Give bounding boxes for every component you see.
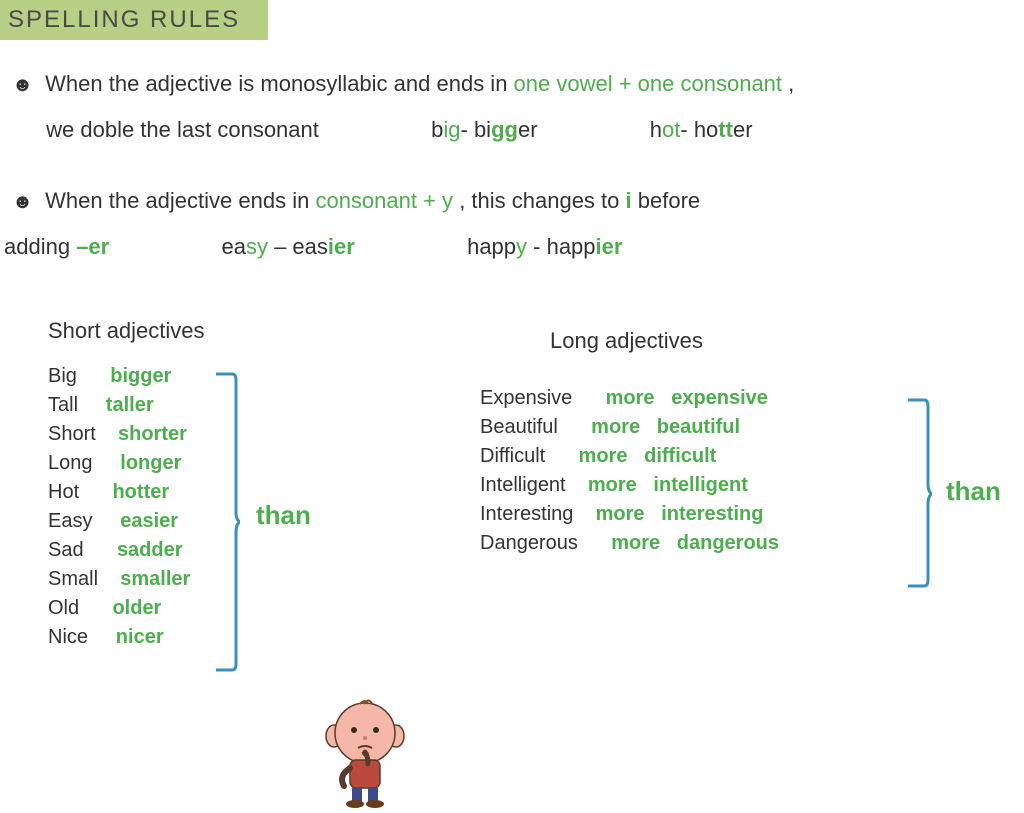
rule-1-ex2: hot- hotter bbox=[650, 117, 753, 142]
long-adjectives-column: Long adjectives Expensive more expensive… bbox=[480, 328, 940, 558]
list-item: Dangerous more dangerous bbox=[480, 529, 940, 558]
short-adjectives-title: Short adjectives bbox=[48, 318, 268, 344]
page-title: SPELLING RULES bbox=[0, 0, 268, 40]
rule-2-line2: adding –er easy – easier happy - happier bbox=[4, 227, 1024, 267]
rule-2-suffix: before bbox=[638, 188, 700, 213]
than-label-long: than bbox=[946, 476, 1001, 507]
rule-1-line2: we doble the last consonant big- bigger … bbox=[12, 110, 1024, 150]
bracket-icon bbox=[214, 372, 240, 672]
rule-1-line2-prefix: we doble the last consonant bbox=[46, 117, 319, 142]
rule-1: ☻ When the adjective is monosyllabic and… bbox=[12, 64, 1024, 149]
list-item: Difficult more difficult bbox=[480, 442, 940, 471]
rule-1-suffix: , bbox=[788, 71, 794, 96]
rule-1-prefix: When the adjective is monosyllabic and e… bbox=[45, 71, 513, 96]
long-adjectives-list: Expensive more expensiveBeautiful more b… bbox=[480, 384, 940, 558]
rule-1-ex1: big- bigger bbox=[431, 117, 544, 142]
rule-2-mid: , this changes to bbox=[459, 188, 625, 213]
bullet-icon: ☻ bbox=[12, 74, 33, 96]
list-item: Beautiful more beautiful bbox=[480, 413, 940, 442]
list-item: Interesting more interesting bbox=[480, 500, 940, 529]
rule-2-highlight: consonant + y bbox=[315, 188, 453, 213]
bullet-icon: ☻ bbox=[12, 191, 33, 213]
rule-2: ☻ When the adjective ends in consonant +… bbox=[12, 181, 1024, 266]
list-item: Intelligent more intelligent bbox=[480, 471, 940, 500]
list-item: Expensive more expensive bbox=[480, 384, 940, 413]
long-adjectives-title: Long adjectives bbox=[550, 328, 940, 354]
rule-2-er: –er bbox=[76, 234, 109, 259]
bracket-icon bbox=[906, 398, 932, 588]
cartoon-icon bbox=[310, 698, 420, 808]
rule-1-highlight: one vowel + one consonant bbox=[514, 71, 782, 96]
rule-2-prefix: When the adjective ends in bbox=[45, 188, 315, 213]
rule-2-ex2: happy - happier bbox=[467, 234, 622, 259]
than-label-short: than bbox=[256, 500, 311, 531]
rule-2-line2-prefix: adding bbox=[4, 234, 76, 259]
rule-2-ex1: easy – easier bbox=[221, 234, 360, 259]
rule-2-i: i bbox=[626, 188, 632, 213]
